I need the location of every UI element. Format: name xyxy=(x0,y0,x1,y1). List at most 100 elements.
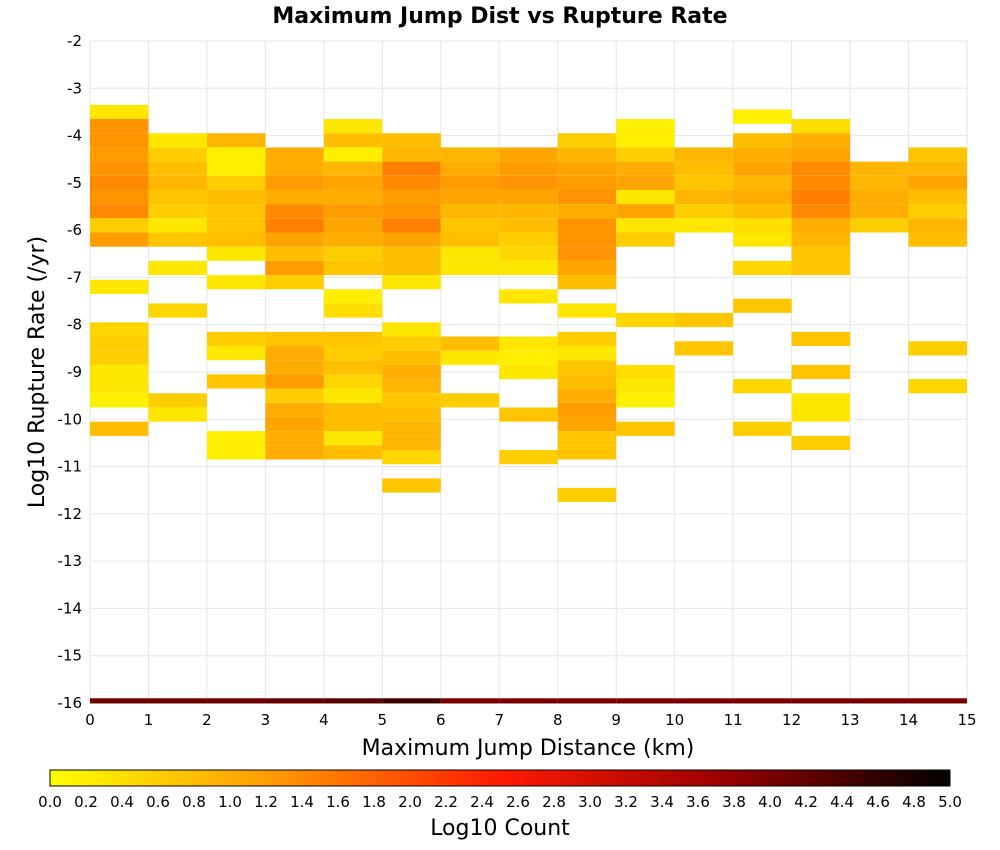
heatmap-cell xyxy=(323,388,383,403)
heatmap-cell xyxy=(90,336,149,351)
total-count-cell xyxy=(265,698,324,704)
heatmap-cell xyxy=(382,435,441,451)
heatmap-cell xyxy=(850,204,909,219)
chart-title: Maximum Jump Dist vs Rupture Rate xyxy=(272,4,727,29)
x-tick-label: 1 xyxy=(144,711,154,729)
colorbar-tick-label: 1.4 xyxy=(290,793,314,811)
heatmap-cell xyxy=(908,189,967,205)
heatmap-cell xyxy=(850,218,909,233)
heatmap-cell xyxy=(323,360,383,375)
heatmap-cell xyxy=(674,189,734,205)
heatmap-cell xyxy=(323,402,383,417)
y-tick-label: -15 xyxy=(58,647,83,665)
heatmap-cell xyxy=(265,246,324,261)
heatmap-cell xyxy=(499,260,558,276)
heatmap-cell xyxy=(148,260,207,276)
heatmap-cell xyxy=(499,289,558,304)
y-tick-label: -14 xyxy=(58,599,83,617)
heatmap-cell xyxy=(499,336,558,351)
x-tick-label: 15 xyxy=(957,711,976,729)
total-count-cell xyxy=(206,698,266,704)
heatmap-cell xyxy=(440,204,500,219)
heatmap-cell xyxy=(908,341,967,356)
heatmap-cell xyxy=(733,260,792,276)
heatmap-cell xyxy=(733,421,792,436)
heatmap-cell xyxy=(382,350,441,365)
heatmap-cell xyxy=(733,204,792,219)
total-count-cell xyxy=(148,698,207,704)
heatmap-cell xyxy=(440,147,500,162)
heatmap-cell xyxy=(382,232,441,247)
heatmap-cell xyxy=(557,431,617,446)
y-tick-label: -6 xyxy=(67,221,82,239)
x-tick-label: 5 xyxy=(378,711,388,729)
heatmap-cell xyxy=(674,147,734,162)
heatmap-cell xyxy=(265,147,324,162)
heatmap-cell xyxy=(616,204,675,219)
heatmap-cell xyxy=(206,189,266,205)
total-count-cell xyxy=(674,698,734,704)
x-axis-label: Maximum Jump Distance (km) xyxy=(362,736,695,761)
heatmap-cell xyxy=(206,374,266,389)
heatmap-cell xyxy=(265,232,324,247)
heatmap-cell xyxy=(908,379,967,394)
heatmap-cell xyxy=(499,204,558,219)
heatmap-cell xyxy=(791,161,851,176)
colorbar-tick-label: 2.6 xyxy=(506,793,530,811)
heatmap-cell xyxy=(791,147,851,162)
heatmap-cell xyxy=(791,119,851,134)
heatmap-cell xyxy=(908,232,967,247)
heatmap-cell xyxy=(850,161,909,176)
heatmap-cell xyxy=(323,232,383,247)
heatmap-cell xyxy=(557,445,617,460)
heatmap-cell xyxy=(557,388,617,403)
y-tick-label: -16 xyxy=(58,694,83,712)
heatmap-cell xyxy=(557,218,617,233)
heatmap-cell xyxy=(499,175,558,190)
total-count-cell xyxy=(850,698,909,704)
heatmap-cell xyxy=(499,147,558,162)
heatmap-cell xyxy=(90,322,149,337)
x-tick-label: 13 xyxy=(841,711,860,729)
colorbar-tick-label: 1.6 xyxy=(326,793,350,811)
heatmap-cell xyxy=(382,275,441,290)
heatmap-cell xyxy=(616,147,675,162)
heatmap-cell xyxy=(499,218,558,233)
y-tick-label: -2 xyxy=(67,32,82,50)
heatmap-cell xyxy=(557,360,617,375)
heatmap-cell xyxy=(323,189,383,205)
heatmap-cell xyxy=(323,289,383,304)
heatmap-cell xyxy=(90,175,149,190)
y-tick-label: -3 xyxy=(67,79,82,97)
heatmap-cell xyxy=(206,445,266,460)
heatmap-cell xyxy=(90,189,149,205)
heatmap-cell xyxy=(382,393,441,408)
heatmap-cell xyxy=(499,350,558,365)
y-axis-ticks: -2 -3 -4 -5 -6 -7 -8 -9 -10 -11 -12 -13 -14 -15 -16 xyxy=(58,32,83,712)
colorbar-tick-label: 2.4 xyxy=(470,793,494,811)
heatmap-cell xyxy=(440,175,500,190)
heatmap-cell xyxy=(908,147,967,162)
heatmap-cell xyxy=(90,218,149,233)
colorbar-tick-label: 4.6 xyxy=(866,793,890,811)
heatmap-cell xyxy=(733,189,792,205)
heatmap-cell xyxy=(382,407,441,422)
heatmap-cell xyxy=(382,364,441,380)
heatmap-cell xyxy=(90,104,149,120)
colorbar-tick-label: 1.8 xyxy=(362,793,386,811)
colorbar-tick-label: 0.0 xyxy=(38,793,62,811)
heatmap-cell xyxy=(557,147,617,162)
heatmap-cell xyxy=(206,275,266,290)
heatmap-cell xyxy=(499,246,558,261)
heatmap-cell xyxy=(499,232,558,247)
heatmap-cell xyxy=(616,189,675,205)
heatmap-cell xyxy=(148,147,207,162)
heatmap-cell xyxy=(90,119,149,134)
x-tick-label: 12 xyxy=(782,711,801,729)
heatmap-cell xyxy=(206,175,266,190)
heatmap-cell xyxy=(148,189,207,205)
heatmap-cell xyxy=(382,379,441,394)
heatmap-cell xyxy=(206,345,266,361)
heatmap-cell xyxy=(733,298,792,313)
heatmap-cell xyxy=(674,218,734,233)
